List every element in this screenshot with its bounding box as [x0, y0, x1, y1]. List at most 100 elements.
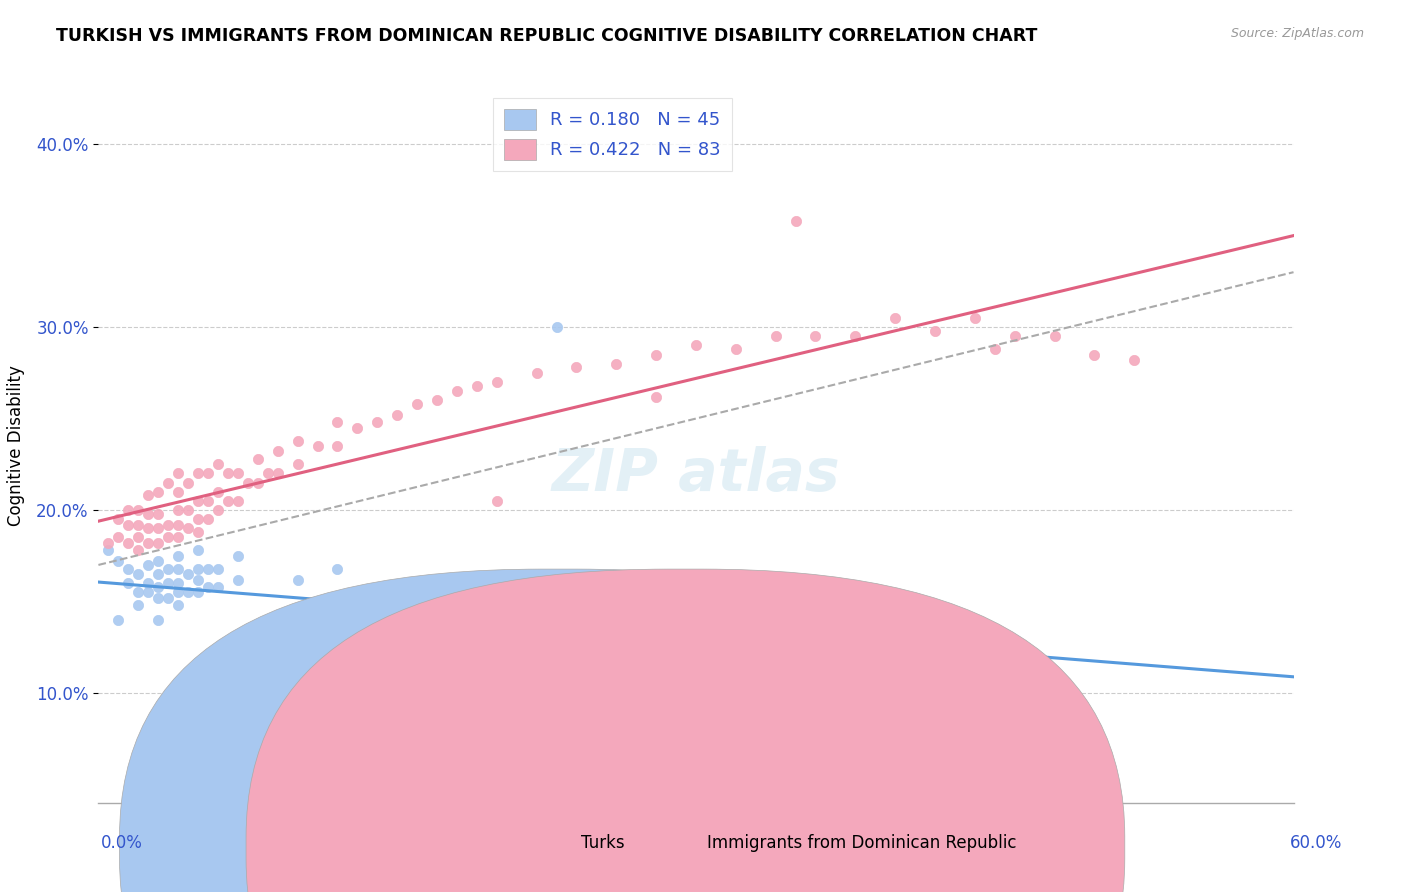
- Point: [406, 704, 429, 718]
- Point: [287, 573, 309, 587]
- Point: [346, 420, 368, 434]
- Point: [924, 324, 946, 338]
- Text: Turks: Turks: [581, 834, 624, 852]
- Point: [136, 507, 159, 521]
- Point: [226, 467, 249, 481]
- Point: [366, 415, 388, 429]
- Point: [148, 507, 170, 521]
- Point: [148, 484, 170, 499]
- Point: [645, 347, 668, 361]
- Point: [187, 585, 209, 599]
- Point: [267, 467, 290, 481]
- Point: [97, 536, 120, 550]
- Point: [167, 576, 190, 591]
- Point: [167, 467, 190, 481]
- Point: [157, 531, 180, 545]
- Point: [167, 598, 190, 612]
- Point: [1123, 353, 1146, 368]
- Point: [207, 580, 229, 594]
- Point: [287, 434, 309, 448]
- Point: [207, 561, 229, 575]
- Point: [236, 475, 259, 490]
- Point: [256, 467, 278, 481]
- Point: [157, 576, 180, 591]
- Point: [226, 573, 249, 587]
- Point: [148, 580, 170, 594]
- Point: [485, 375, 508, 389]
- Text: ZIP atlas: ZIP atlas: [551, 446, 841, 503]
- Point: [167, 484, 190, 499]
- Point: [136, 536, 159, 550]
- Point: [645, 390, 668, 404]
- Point: [117, 503, 139, 517]
- Point: [157, 591, 180, 605]
- Point: [148, 591, 170, 605]
- Point: [1083, 347, 1105, 361]
- Point: [605, 357, 627, 371]
- Point: [136, 521, 159, 535]
- Point: [167, 517, 190, 532]
- Point: [326, 561, 349, 575]
- Point: [366, 609, 388, 624]
- Point: [326, 439, 349, 453]
- Point: [804, 329, 827, 343]
- Point: [844, 329, 866, 343]
- Y-axis label: Cognitive Disability: Cognitive Disability: [7, 366, 25, 526]
- Point: [107, 531, 129, 545]
- Point: [207, 503, 229, 517]
- Point: [526, 366, 548, 380]
- Point: [117, 536, 139, 550]
- Point: [187, 561, 209, 575]
- Point: [107, 554, 129, 568]
- Point: [136, 558, 159, 572]
- Point: [187, 573, 209, 587]
- Point: [546, 320, 568, 334]
- Point: [148, 567, 170, 582]
- Point: [187, 512, 209, 526]
- Point: [984, 342, 1007, 356]
- Point: [187, 467, 209, 481]
- Point: [217, 494, 239, 508]
- Point: [157, 475, 180, 490]
- Point: [385, 408, 409, 422]
- Text: 0.0%: 0.0%: [101, 834, 143, 852]
- Point: [148, 554, 170, 568]
- Point: [197, 467, 219, 481]
- Point: [326, 415, 349, 429]
- Text: TURKISH VS IMMIGRANTS FROM DOMINICAN REPUBLIC COGNITIVE DISABILITY CORRELATION C: TURKISH VS IMMIGRANTS FROM DOMINICAN REP…: [56, 27, 1038, 45]
- Point: [1004, 329, 1026, 343]
- Point: [136, 585, 159, 599]
- Point: [177, 521, 200, 535]
- Point: [197, 512, 219, 526]
- Point: [97, 543, 120, 558]
- Point: [107, 613, 129, 627]
- Point: [157, 517, 180, 532]
- Point: [426, 393, 449, 408]
- Point: [127, 543, 149, 558]
- Point: [246, 451, 269, 466]
- Point: [246, 475, 269, 490]
- Point: [187, 494, 209, 508]
- Point: [485, 763, 508, 777]
- Point: [177, 503, 200, 517]
- Point: [187, 543, 209, 558]
- Point: [1043, 329, 1066, 343]
- Point: [724, 342, 747, 356]
- Point: [117, 576, 139, 591]
- Point: [366, 585, 388, 599]
- Point: [785, 214, 807, 228]
- Legend: R = 0.180   N = 45, R = 0.422   N = 83: R = 0.180 N = 45, R = 0.422 N = 83: [492, 98, 733, 170]
- Point: [884, 310, 907, 325]
- Point: [197, 494, 219, 508]
- Point: [167, 549, 190, 563]
- Point: [565, 360, 588, 375]
- Point: [127, 598, 149, 612]
- Point: [307, 439, 329, 453]
- Point: [446, 695, 468, 709]
- Point: [127, 531, 149, 545]
- Point: [267, 719, 290, 733]
- Point: [177, 585, 200, 599]
- Point: [246, 726, 269, 740]
- Point: [685, 338, 707, 352]
- Point: [167, 531, 190, 545]
